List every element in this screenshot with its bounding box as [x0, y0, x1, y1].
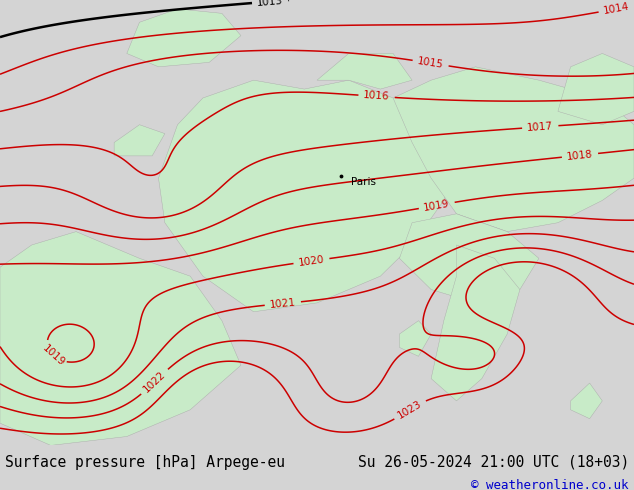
Text: 1015: 1015 [417, 56, 444, 70]
Text: 1014: 1014 [603, 1, 630, 16]
Text: 1017: 1017 [527, 121, 553, 133]
Polygon shape [399, 214, 539, 303]
Text: 1019: 1019 [41, 343, 67, 368]
Polygon shape [558, 53, 634, 125]
Text: Paris: Paris [351, 177, 375, 187]
Text: 1019: 1019 [423, 198, 451, 213]
Text: 1023: 1023 [396, 399, 424, 421]
Polygon shape [393, 67, 634, 232]
Text: 1018: 1018 [566, 149, 593, 162]
Text: Su 26-05-2024 21:00 UTC (18+03): Su 26-05-2024 21:00 UTC (18+03) [358, 455, 629, 470]
Text: 1020: 1020 [298, 254, 325, 268]
Polygon shape [317, 53, 412, 89]
Text: 1016: 1016 [363, 91, 390, 102]
Text: 1022: 1022 [141, 369, 168, 394]
Polygon shape [0, 232, 241, 445]
Polygon shape [571, 383, 602, 418]
Polygon shape [158, 80, 456, 312]
Text: 1021: 1021 [269, 297, 297, 310]
Text: © weatheronline.co.uk: © weatheronline.co.uk [472, 479, 629, 490]
Text: Surface pressure [hPa] Arpege-eu: Surface pressure [hPa] Arpege-eu [5, 455, 285, 470]
Polygon shape [431, 245, 520, 401]
Polygon shape [114, 125, 165, 156]
Polygon shape [127, 9, 241, 67]
Polygon shape [399, 320, 431, 356]
Text: 1013: 1013 [257, 0, 283, 8]
